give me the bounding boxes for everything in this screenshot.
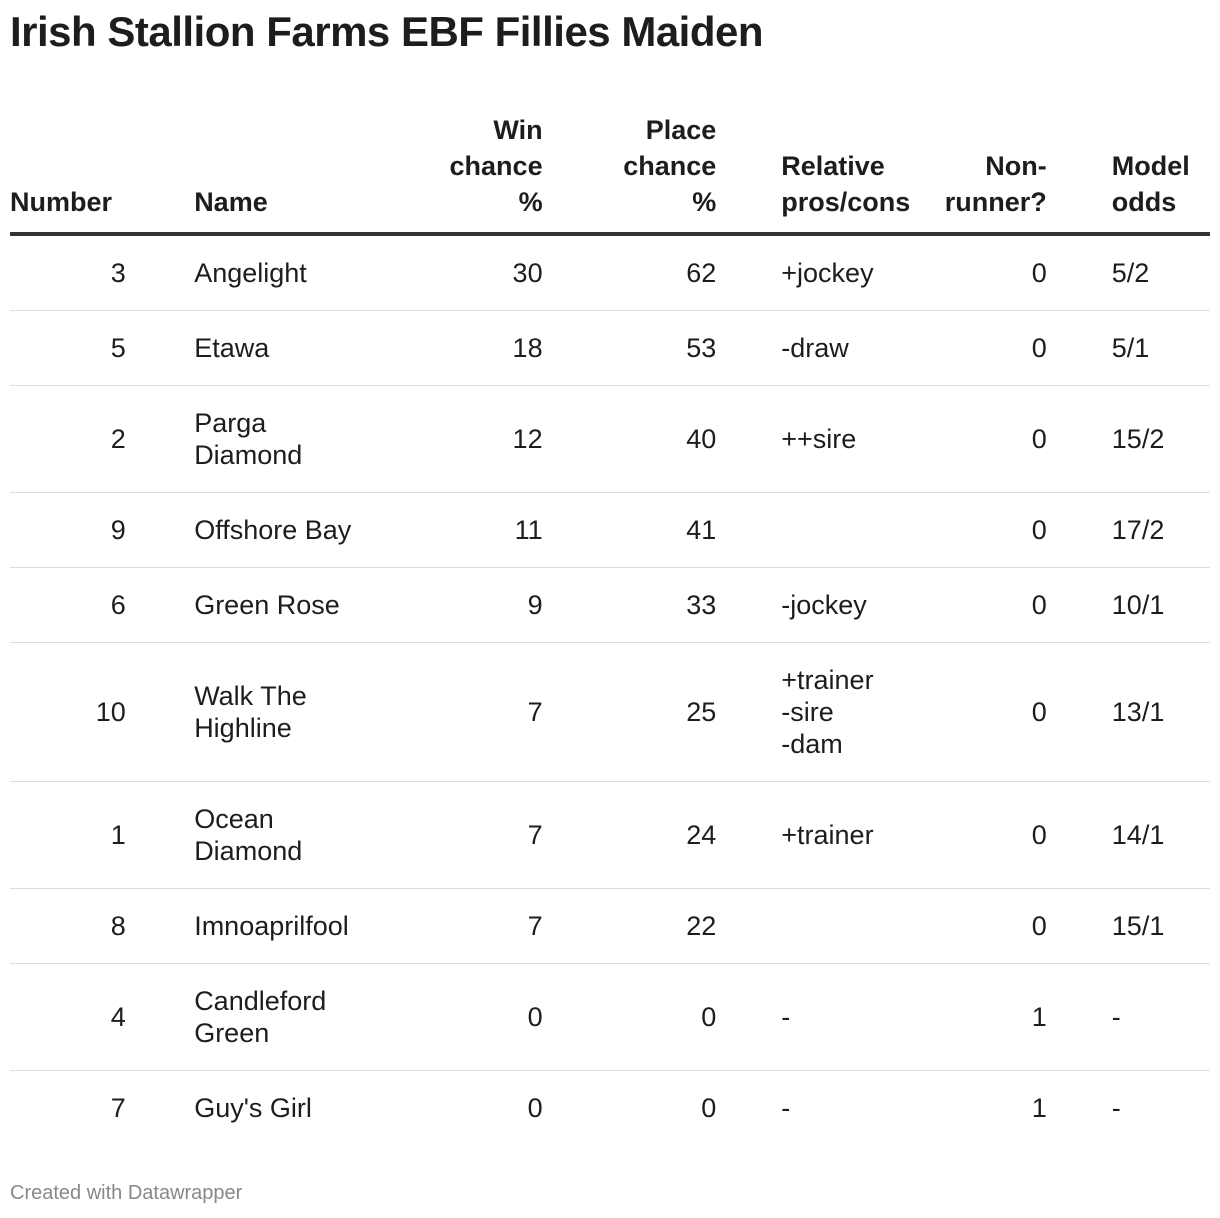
cell-place-chance: 0 <box>542 963 717 1071</box>
cell-win-chance: 7 <box>404 642 543 782</box>
cell-place-chance: 33 <box>542 567 717 643</box>
cell-place-chance: 24 <box>542 781 717 889</box>
cell-model-odds: 5/2 <box>1046 234 1210 311</box>
cell-relative: -draw <box>716 310 931 386</box>
cell-non-runner: 0 <box>931 642 1047 782</box>
cell-name: Guy's Girl <box>194 1093 312 1123</box>
header-relative[interactable]: Relative pros/cons <box>716 112 931 236</box>
table-title: Irish Stallion Farms EBF Fillies Maiden <box>10 8 764 55</box>
cell-win-chance: 30 <box>404 234 543 311</box>
cell-place-chance: 53 <box>542 310 717 386</box>
cell-win-chance: 7 <box>404 888 543 964</box>
cell-model-odds: 15/1 <box>1046 888 1210 964</box>
cell-place-chance: 40 <box>542 385 717 493</box>
cell-model-odds: 17/2 <box>1046 492 1210 568</box>
cell-number: 5 <box>10 310 126 386</box>
cell-relative: - <box>781 1093 791 1123</box>
cell-relative: +trainer -sire -dam <box>716 642 931 782</box>
cell-name: Imnoaprilfool <box>194 888 405 964</box>
cell-number: 10 <box>10 642 126 782</box>
cell-non-runner: 1 <box>1031 1093 1047 1123</box>
cell-number: 9 <box>10 492 126 568</box>
cell-win-chance: 12 <box>404 385 543 493</box>
cell-place-chance: 41 <box>542 492 717 568</box>
table-row: 9 Offshore Bay 11 41 0 17/2 <box>10 492 1210 568</box>
cell-relative: +jockey <box>716 234 931 311</box>
cell-model-odds: - <box>1111 1093 1121 1123</box>
cell-win-chance: 11 <box>404 492 543 568</box>
cell-relative <box>716 888 931 964</box>
header-row: Number Name Win chance % Place chance % … <box>10 112 1210 236</box>
cell-win-chance: 18 <box>404 310 543 386</box>
cell-relative: -jockey <box>716 567 931 643</box>
table-row: 6 Green Rose 9 33 -jockey 0 10/1 <box>10 567 1210 643</box>
cell-relative: - <box>716 963 931 1071</box>
table-row: 3 Angelight 30 62 +jockey 0 5/2 <box>10 234 1210 311</box>
cell-name: Etawa <box>194 310 405 386</box>
cell-number: 3 <box>10 234 126 311</box>
cell-non-runner: 0 <box>931 492 1047 568</box>
cell-model-odds: 15/2 <box>1046 385 1210 493</box>
cell-win-chance: 7 <box>404 781 543 889</box>
cell-relative <box>716 492 931 568</box>
cell-place-chance: 22 <box>542 888 717 964</box>
cell-model-odds: - <box>1046 963 1210 1071</box>
cell-non-runner: 0 <box>931 781 1047 889</box>
cell-name: Offshore Bay <box>194 492 405 568</box>
cell-place-chance: 25 <box>542 642 717 782</box>
cell-win-chance: 0 <box>404 963 543 1071</box>
header-name[interactable]: Name <box>194 112 405 236</box>
table-row: 2 Parga Diamond 12 40 ++sire 0 15/2 <box>10 385 1210 493</box>
cell-model-odds: 13/1 <box>1046 642 1210 782</box>
cell-place-chance: 0 <box>701 1093 717 1123</box>
table-body: 3 Angelight 30 62 +jockey 0 5/2 5 Etawa 18 53 -draw… <box>10 234 1210 1145</box>
cell-relative: ++sire <box>716 385 931 493</box>
cell-number: 1 <box>10 781 126 889</box>
cell-number: 4 <box>10 963 126 1071</box>
cell-non-runner: 0 <box>931 888 1047 964</box>
cell-win-chance: 9 <box>404 567 543 643</box>
table-row: 1 Ocean Diamond 7 24 +trainer 0 14/1 <box>10 781 1210 889</box>
cell-name: Green Rose <box>194 567 405 643</box>
cell-name: Parga Diamond <box>194 385 405 493</box>
table-row: 10 Walk The Highline 7 25 +trainer -sire -da… <box>10 642 1210 782</box>
footer-credit: Created with Datawrapper <box>10 1182 243 1204</box>
cell-model-odds: 14/1 <box>1046 781 1210 889</box>
cell-model-odds: 10/1 <box>1046 567 1210 643</box>
table-row: 8 Imnoaprilfool 7 22 0 15/1 <box>10 888 1210 964</box>
cell-name: Walk The Highline <box>194 642 405 782</box>
cell-place-chance: 62 <box>542 234 717 311</box>
cell-number: 6 <box>10 567 126 643</box>
table-row: 7 Guy's Girl 0 0 - 1 - <box>10 1071 1210 1146</box>
cell-name: Ocean Diamond <box>194 781 405 889</box>
cell-non-runner: 1 <box>931 963 1047 1071</box>
cell-number: 8 <box>10 888 126 964</box>
cell-win-chance: 0 <box>527 1093 543 1123</box>
cell-name: Angelight <box>194 234 405 311</box>
header-model-odds[interactable]: Model odds <box>1046 112 1210 236</box>
cell-non-runner: 0 <box>931 567 1047 643</box>
cell-model-odds: 5/1 <box>1046 310 1210 386</box>
table-row: 5 Etawa 18 53 -draw 0 5/1 <box>10 310 1210 386</box>
cell-relative: +trainer <box>716 781 931 889</box>
table-row: 4 Candleford Green 0 0-1- <box>10 963 1210 1071</box>
header-place-chance[interactable]: Place chance % <box>542 112 717 236</box>
header-win-chance[interactable]: Win chance % <box>404 112 543 236</box>
cell-non-runner: 0 <box>931 234 1047 311</box>
cell-non-runner: 0 <box>931 385 1047 493</box>
header-non-runner[interactable]: Non- runner? <box>931 112 1047 236</box>
cell-non-runner: 0 <box>931 310 1047 386</box>
header-number[interactable]: Number <box>10 112 126 236</box>
cell-number: 7 <box>110 1093 126 1123</box>
cell-name: Candleford Green <box>194 963 405 1071</box>
cell-number: 2 <box>10 385 126 493</box>
race-table: Number Name Win chance % Place chance % … <box>10 112 1210 1145</box>
